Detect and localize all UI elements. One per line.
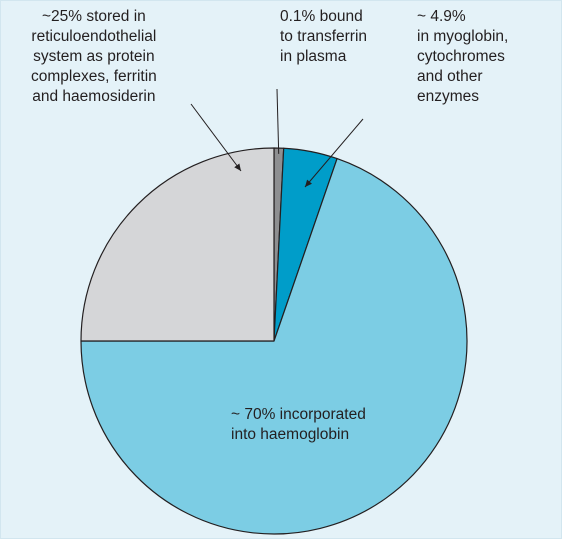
leader-line-reticuloendothelial bbox=[190, 103, 242, 172]
label-myoglobin: ~ 4.9% in myoglobin, cytochromes and oth… bbox=[417, 8, 509, 105]
slice-reticuloendothelial bbox=[80, 147, 275, 342]
label-reticuloendothelial: ~25% stored in reticuloendothelial syste… bbox=[31, 8, 157, 105]
leader-line-transferrin bbox=[276, 88, 280, 154]
label-transferrin: 0.1% bound to transferrin in plasma bbox=[280, 8, 368, 65]
leader-arrowhead-reticuloendothelial bbox=[234, 163, 241, 171]
pie-slices bbox=[80, 147, 468, 535]
leader-lines bbox=[190, 88, 364, 188]
leader-line-myoglobin bbox=[304, 118, 364, 188]
slice-haemoglobin bbox=[80, 158, 468, 535]
leader-arrowhead-myoglobin bbox=[305, 179, 312, 187]
label-haemoglobin: ~ 70% incorporated into haemoglobin bbox=[231, 406, 366, 443]
